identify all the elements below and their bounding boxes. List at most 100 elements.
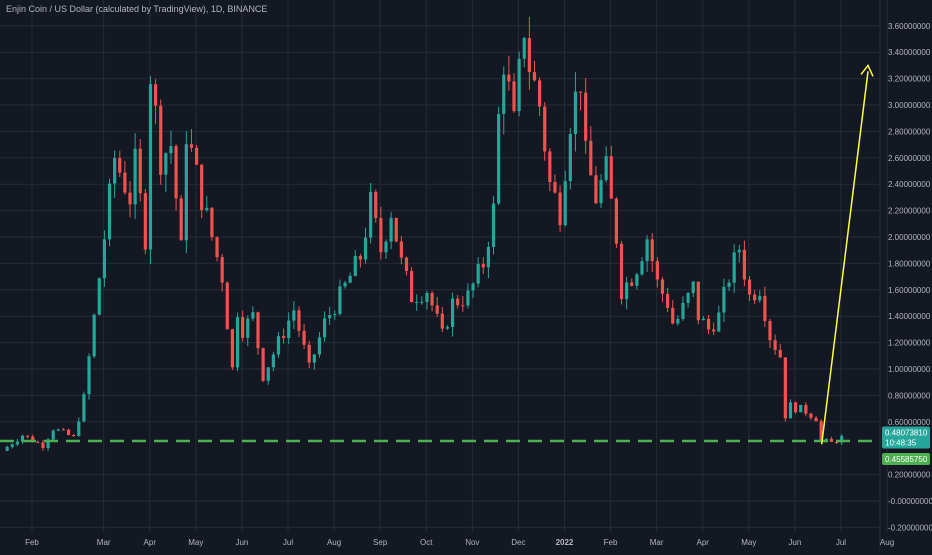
- candle-body: [666, 293, 670, 308]
- candle-body: [660, 279, 665, 294]
- candle-body: [174, 146, 178, 199]
- candle-body: [814, 417, 818, 422]
- candle-body: [625, 282, 629, 300]
- candle-body: [215, 237, 219, 258]
- candle-body: [92, 314, 96, 357]
- candle-body: [517, 58, 521, 112]
- x-tick-label: Jun: [235, 538, 248, 547]
- candle-body: [415, 301, 419, 303]
- candle-body: [758, 295, 762, 301]
- candle-body: [287, 320, 291, 339]
- candle-body: [430, 293, 434, 306]
- candle-body: [317, 337, 322, 355]
- candle-body: [154, 84, 158, 106]
- candle-body: [481, 263, 485, 268]
- candle-body: [297, 310, 301, 331]
- candle-body: [36, 441, 40, 443]
- candle-body: [133, 148, 137, 205]
- x-tick-label: Apr: [144, 538, 157, 547]
- candle-body: [486, 246, 490, 268]
- candle-body: [573, 91, 578, 134]
- y-tick-label: 1.60000000: [888, 286, 931, 295]
- candle-body: [159, 105, 163, 175]
- candle-body: [276, 336, 281, 355]
- candle-body: [41, 442, 45, 449]
- y-tick-label: 3.40000000: [888, 48, 931, 57]
- candle-body: [246, 318, 250, 338]
- y-tick-label: 3.00000000: [888, 101, 931, 110]
- x-tick-label: Mar: [97, 538, 111, 547]
- candle-body: [809, 413, 813, 418]
- projection-arrow-head[interactable]: [860, 63, 874, 77]
- candle-body: [681, 302, 685, 319]
- candle-body: [389, 217, 393, 242]
- candle-body: [220, 257, 224, 283]
- candle-body: [558, 192, 562, 226]
- candle-body: [701, 318, 706, 321]
- candle-body: [261, 348, 265, 381]
- candle-body: [328, 315, 332, 319]
- candle-body: [113, 157, 117, 184]
- candle-body: [241, 317, 245, 338]
- candle-body: [225, 282, 229, 330]
- candle-body: [466, 290, 470, 306]
- candle-body: [543, 106, 547, 152]
- countdown-label: 10:48:35: [885, 439, 917, 448]
- candle-body: [189, 144, 194, 148]
- candle-body: [824, 438, 828, 440]
- x-tick-label: Aug: [327, 538, 341, 547]
- y-tick-label: 1.80000000: [888, 259, 931, 268]
- candle-body: [773, 340, 777, 350]
- candle-body: [343, 282, 347, 287]
- chart-title: Enjin Coin / US Dollar (calculated by Tr…: [6, 4, 268, 14]
- candle-body: [834, 441, 839, 443]
- candle-body: [61, 429, 66, 431]
- candle-body: [476, 263, 480, 284]
- candle-body: [604, 156, 608, 181]
- y-tick-label: -0.20000000: [888, 523, 932, 532]
- candle-body: [118, 157, 122, 173]
- y-tick-label: 2.40000000: [888, 180, 931, 189]
- candle-body: [394, 217, 398, 242]
- candle-body: [491, 203, 496, 247]
- candle-body: [691, 281, 695, 294]
- candle-body: [829, 438, 834, 442]
- x-tick-label: Sep: [373, 538, 388, 547]
- candle-body: [143, 193, 147, 250]
- candle-body: [532, 72, 537, 81]
- y-tick-label: 2.20000000: [888, 207, 931, 216]
- candle-body: [794, 402, 798, 413]
- candle-body: [82, 394, 86, 422]
- candle-body: [497, 113, 501, 204]
- candle-body: [732, 252, 736, 283]
- y-tick-label: 0.80000000: [888, 391, 931, 400]
- candle-body: [619, 243, 624, 300]
- candle-body: [72, 435, 76, 437]
- candle-body: [712, 329, 716, 332]
- candle-body: [353, 255, 357, 276]
- candle-body: [200, 164, 204, 211]
- candle-body: [676, 318, 680, 324]
- y-tick-label: 0.20000000: [888, 471, 931, 480]
- candle-body: [614, 198, 618, 244]
- candle-body: [594, 175, 598, 204]
- candle-body: [706, 318, 711, 330]
- candle-body: [640, 261, 644, 275]
- candle-body: [384, 241, 388, 253]
- y-tick-label: 1.40000000: [888, 312, 931, 321]
- y-tick-label: 0.60000000: [888, 418, 931, 427]
- x-tick-label: Jun: [788, 538, 801, 547]
- time-axis: Feb Mar Apr May Jun Jul Aug Sep Oct Nov Dec 2022 Feb…: [25, 538, 894, 547]
- candle-body: [527, 37, 531, 73]
- candle-body: [450, 298, 455, 328]
- candle-body: [148, 84, 153, 250]
- candle-body: [256, 312, 260, 349]
- candle-body: [737, 249, 741, 253]
- projection-arrow-line[interactable]: [820, 71, 869, 445]
- candle-body: [799, 404, 803, 413]
- candle-body: [563, 181, 567, 226]
- candle-body: [840, 436, 844, 443]
